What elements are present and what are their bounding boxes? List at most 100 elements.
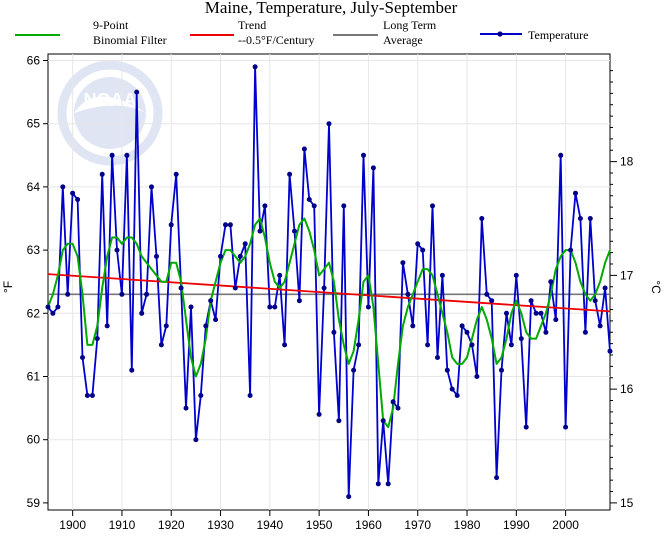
temperature-point-1925 <box>193 437 199 443</box>
temperature-point-1901 <box>75 197 81 202</box>
temperature-point-1946 <box>296 298 302 304</box>
temperature-point-1981 <box>469 342 475 348</box>
temperature-point-1980 <box>464 329 470 335</box>
temperature-point-1948 <box>306 197 312 202</box>
temperature-point-1964 <box>385 481 391 487</box>
temperature-point-1909 <box>114 247 120 253</box>
left-axis-unit: °F <box>1 281 15 293</box>
temperature-point-1917 <box>154 253 159 259</box>
temperature-point-1913 <box>134 89 140 95</box>
y-tick-label-61: 61 <box>27 370 41 384</box>
temperature-point-1924 <box>188 304 194 310</box>
temperature-point-1985 <box>489 298 495 304</box>
x-tick-label-2000: 2000 <box>552 518 579 532</box>
x-tick-label-1940: 1940 <box>256 518 283 532</box>
temperature-point-1934 <box>237 253 243 259</box>
temperature-point-1903 <box>84 393 90 398</box>
y-tick-label-63: 63 <box>27 243 41 257</box>
temperature-point-1905 <box>94 336 100 342</box>
temperature-point-1920 <box>168 222 174 228</box>
x-tick-label-1990: 1990 <box>503 518 530 532</box>
y-tick-label-60: 60 <box>27 433 41 447</box>
temperature-point-2007 <box>597 323 603 329</box>
temperature-point-1977 <box>449 386 455 392</box>
temperature-point-1897 <box>55 304 61 310</box>
temperature-point-1976 <box>444 367 450 373</box>
legend-label-filter-2: Binomial Filter <box>93 33 167 47</box>
legend-label-trend-1: Trend <box>238 18 266 32</box>
temperature-point-1987 <box>499 367 504 373</box>
temperature-point-1972 <box>425 342 431 348</box>
temperature-point-1997 <box>548 279 554 285</box>
temperature-point-1927 <box>203 323 209 329</box>
temperature-point-1990 <box>513 272 519 278</box>
temperature-point-1935 <box>242 241 248 247</box>
legend-label-average-2: Average <box>383 33 423 47</box>
temperature-point-1962 <box>375 481 381 487</box>
temperature-point-1993 <box>528 298 534 304</box>
temperature-point-1950 <box>316 411 322 417</box>
temperature-point-1910 <box>119 291 125 297</box>
temperature-point-1931 <box>223 222 228 228</box>
x-tick-label-1910: 1910 <box>109 518 136 532</box>
right-tick-label-15: 15 <box>620 496 634 510</box>
y-tick-label-64: 64 <box>27 180 41 194</box>
temperature-point-1967 <box>400 260 406 266</box>
temperature-point-1984 <box>484 291 490 297</box>
binomial-filter-line <box>47 217 611 429</box>
temperature-point-1928 <box>208 298 214 304</box>
right-tick-label-16: 16 <box>620 382 634 396</box>
temperature-point-1896 <box>50 310 56 316</box>
temperature-point-1953 <box>331 329 337 335</box>
temperature-point-1970 <box>415 241 421 247</box>
temperature-point-1969 <box>410 323 416 329</box>
temperature-point-1982 <box>474 374 480 379</box>
temperature-point-1966 <box>395 405 401 411</box>
chart-title: Maine, Temperature, July-September <box>205 0 458 17</box>
temperature-point-1937 <box>252 64 258 70</box>
legend-label-temperature: Temperature <box>528 28 588 42</box>
legend-marker-temperature <box>497 31 503 37</box>
temperature-point-1974 <box>435 355 440 360</box>
temperature-point-2000 <box>563 424 569 430</box>
temperature-point-2004 <box>582 329 588 335</box>
noaa-logo-bird <box>74 96 146 113</box>
temperature-point-1930 <box>218 253 223 259</box>
temperature-point-1959 <box>361 152 366 158</box>
temperature-point-1961 <box>370 165 376 171</box>
temperature-point-1922 <box>178 285 184 291</box>
temperature-point-1900 <box>70 190 76 196</box>
temperature-point-1998 <box>553 317 559 323</box>
temperature-point-1943 <box>282 342 288 348</box>
y-tick-label-66: 66 <box>27 54 41 68</box>
temperature-point-2003 <box>577 216 583 221</box>
temperature-point-1995 <box>538 310 544 316</box>
temperature-point-1911 <box>124 152 130 158</box>
temperature-point-2006 <box>592 298 598 304</box>
temperature-point-1919 <box>163 323 169 329</box>
temperature-point-1975 <box>439 272 445 278</box>
temperature-point-1979 <box>459 323 465 329</box>
temperature-point-1895 <box>45 304 51 310</box>
temperature-point-1991 <box>518 336 524 342</box>
temperature-point-1939 <box>262 203 268 209</box>
temperature-point-1958 <box>356 342 362 348</box>
temperature-point-1994 <box>533 310 539 316</box>
temperature-point-1926 <box>198 393 204 398</box>
temperature-point-1955 <box>341 203 347 209</box>
temperature-point-1944 <box>287 171 293 177</box>
x-tick-label-1930: 1930 <box>207 518 234 532</box>
temperature-point-1908 <box>109 152 115 158</box>
temperature-point-1916 <box>149 184 154 190</box>
temperature-point-1899 <box>65 291 71 297</box>
noaa-logo-text: NOAA <box>84 90 137 110</box>
temperature-point-1918 <box>158 342 164 348</box>
temperature-point-1983 <box>479 216 485 221</box>
temperature-point-1988 <box>504 310 509 316</box>
temperature-point-1912 <box>129 367 135 373</box>
temperature-point-1914 <box>139 310 145 316</box>
legend-item-temperature: Temperature <box>480 28 588 42</box>
x-tick-label-1950: 1950 <box>306 518 333 532</box>
temperature-point-1942 <box>277 272 283 278</box>
